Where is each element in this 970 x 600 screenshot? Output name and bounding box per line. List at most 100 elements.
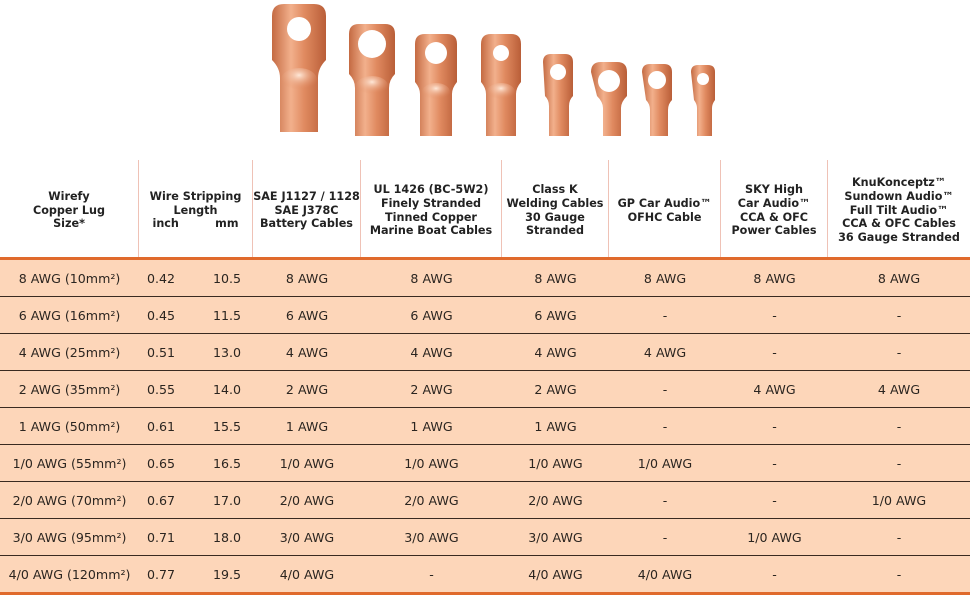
lug-8 — [691, 65, 715, 136]
header-line: Size* — [53, 217, 85, 231]
cell-knukonceptz: - — [896, 566, 902, 582]
table-header: Wirefy Copper Lug Size* Wire Stripping L… — [0, 160, 970, 260]
cell-strip-mm: 13.0 — [212, 344, 241, 360]
cell-knukonceptz: 1/0 AWG — [871, 492, 927, 508]
header-line: 30 Gauge — [525, 210, 585, 224]
cell-gp-car-audio: 4 AWG — [643, 344, 687, 360]
table-row: 4 AWG (25mm²) 0.51 13.0 4 AWG 4 AWG 4 AW… — [0, 334, 970, 371]
cell-class-k: 1/0 AWG — [528, 455, 583, 471]
cell-strip-inch: 0.61 — [147, 418, 176, 434]
header-units: inch mm — [153, 217, 239, 231]
header-line: OFHC Cable — [627, 210, 702, 224]
cell-strip-mm: 17.0 — [212, 492, 241, 508]
cell-strip-mm: 14.0 — [212, 381, 241, 397]
cell-knukonceptz: - — [896, 455, 902, 471]
cell-sky-high: - — [772, 566, 777, 582]
cell-ul1426: 4 AWG — [410, 344, 453, 360]
cell-gp-car-audio: - — [662, 529, 668, 545]
cell-strip-inch: 0.55 — [147, 381, 176, 397]
cell-lug-size: 4 AWG (25mm²) — [18, 344, 121, 360]
header-line: KnuKonceptz™ — [852, 176, 946, 189]
cell-sae: 6 AWG — [285, 307, 329, 323]
table-row: 2 AWG (35mm²) 0.55 14.0 2 AWG 2 AWG 2 AW… — [0, 371, 970, 408]
cell-gp-car-audio: 1/0 AWG — [637, 455, 693, 471]
cell-ul1426: 6 AWG — [410, 307, 453, 323]
header-line: Finely Stranded — [380, 196, 482, 210]
header-line: Battery Cables — [260, 217, 353, 231]
cell-ul1426: - — [429, 566, 434, 582]
header-line: Class K — [532, 182, 578, 196]
table-row: 8 AWG (10mm²) 0.42 10.5 8 AWG 8 AWG 8 AW… — [0, 260, 970, 297]
header-line: Tinned Copper — [385, 210, 477, 224]
cell-sky-high: 4 AWG — [753, 381, 796, 397]
cell-strip-inch: 0.42 — [147, 270, 176, 286]
header-gp-car-audio: GP Car Audio™ OFHC Cable — [609, 160, 721, 257]
cell-strip-inch: 0.51 — [147, 344, 176, 360]
cell-knukonceptz: 8 AWG — [877, 270, 921, 286]
cell-strip-inch: 0.77 — [147, 566, 176, 582]
lug-3 — [415, 34, 457, 136]
cell-class-k: 2 AWG — [534, 381, 577, 397]
cell-sky-high: - — [772, 492, 777, 508]
cell-strip-mm: 15.5 — [212, 418, 241, 434]
cell-knukonceptz: - — [896, 418, 902, 434]
cell-sky-high: - — [772, 307, 777, 323]
cell-gp-car-audio: 8 AWG — [643, 270, 687, 286]
header-line: Wire Stripping — [149, 189, 242, 203]
cell-lug-size: 2 AWG (35mm²) — [18, 381, 121, 397]
cell-lug-size: 8 AWG (10mm²) — [18, 270, 121, 286]
table-row: 3/0 AWG (95mm²) 0.71 18.0 3/0 AWG 3/0 AW… — [0, 519, 970, 556]
cell-sae: 1/0 AWG — [279, 455, 335, 471]
header-line: GP Car Audio™ — [617, 196, 712, 210]
header-line: Length — [173, 203, 218, 217]
cell-lug-size: 3/0 AWG (95mm²) — [12, 529, 127, 545]
lug-1 — [272, 4, 326, 132]
header-class-k: Class K Welding Cables 30 Gauge Stranded — [502, 160, 609, 257]
cell-class-k: 2/0 AWG — [528, 492, 583, 508]
lug-6 — [591, 62, 627, 136]
header-line: SAE J378C — [274, 203, 339, 217]
cell-gp-car-audio: - — [662, 381, 668, 397]
header-line: Stranded — [525, 224, 585, 238]
cell-class-k: 4 AWG — [534, 344, 577, 360]
header-line: 36 Gauge Stranded — [838, 231, 960, 245]
header-sae: SAE J1127 / 1128 SAE J378C Battery Cable… — [253, 160, 361, 257]
cell-sae: 4 AWG — [285, 344, 329, 360]
lug-2 — [349, 24, 395, 136]
cell-knukonceptz: - — [896, 529, 902, 545]
table-row: 1/0 AWG (55mm²) 0.65 16.5 1/0 AWG 1/0 AW… — [0, 445, 970, 482]
header-line: Full Tilt Audio™ — [849, 203, 949, 217]
header-line: CCA & OFC Cables — [842, 217, 956, 231]
compatibility-table: Wirefy Copper Lug Size* Wire Stripping L… — [0, 160, 970, 595]
table-row: 6 AWG (16mm²) 0.45 11.5 6 AWG 6 AWG 6 AW… — [0, 297, 970, 334]
cell-class-k: 1 AWG — [534, 418, 577, 434]
table-body: 8 AWG (10mm²) 0.42 10.5 8 AWG 8 AWG 8 AW… — [0, 260, 970, 595]
cell-sae: 4/0 AWG — [279, 566, 335, 582]
header-line: SAE J1127 / 1128 — [253, 189, 360, 203]
cell-ul1426: 1/0 AWG — [404, 455, 459, 471]
header-line: Copper Lug — [32, 203, 105, 217]
header-line: Welding Cables — [506, 196, 604, 210]
header-lug-size: Wirefy Copper Lug Size* — [0, 160, 139, 257]
header-ul1426: UL 1426 (BC-5W2) Finely Stranded Tinned … — [361, 160, 502, 257]
cell-sae: 2/0 AWG — [279, 492, 335, 508]
cell-lug-size: 1/0 AWG (55mm²) — [12, 455, 127, 471]
cell-strip-inch: 0.45 — [147, 307, 176, 323]
header-line: CCA & OFC — [740, 210, 808, 224]
cell-sky-high: - — [772, 455, 777, 471]
cell-knukonceptz: - — [896, 307, 902, 323]
cell-strip-inch: 0.65 — [147, 455, 176, 471]
header-line: Marine Boat Cables — [369, 224, 493, 238]
unit-mm: mm — [215, 217, 239, 231]
cell-sae: 8 AWG — [285, 270, 329, 286]
lug-4 — [481, 34, 521, 136]
cell-ul1426: 8 AWG — [410, 270, 453, 286]
header-knukonceptz: KnuKonceptz™ Sundown Audio™ Full Tilt Au… — [828, 160, 970, 257]
cell-sae: 1 AWG — [285, 418, 329, 434]
table-row: 1 AWG (50mm²) 0.61 15.5 1 AWG 1 AWG 1 AW… — [0, 408, 970, 445]
cell-ul1426: 2 AWG — [410, 381, 453, 397]
copper-lugs-image — [272, 4, 715, 136]
cell-knukonceptz: - — [896, 344, 902, 360]
cell-class-k: 3/0 AWG — [528, 529, 583, 545]
cell-class-k: 8 AWG — [534, 270, 577, 286]
